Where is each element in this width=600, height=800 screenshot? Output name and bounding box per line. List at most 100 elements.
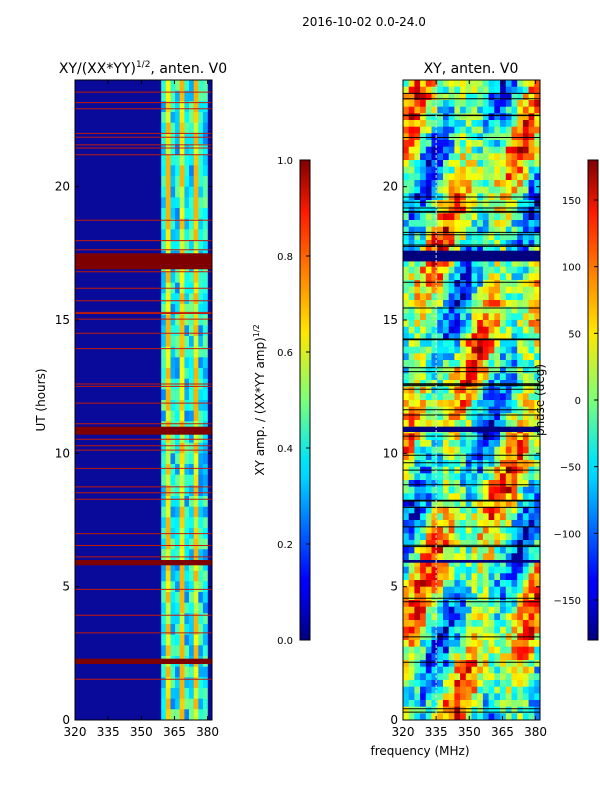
phase-cell [465, 286, 472, 294]
phase-cell [534, 613, 541, 621]
phase-cell [505, 293, 512, 301]
phase-cell [420, 540, 427, 547]
phase-cell [425, 680, 432, 687]
phase-cell [425, 613, 432, 621]
phase-cell [408, 133, 415, 141]
amp-cell [198, 453, 204, 465]
phase-cell [403, 640, 409, 647]
phase-cell [494, 346, 501, 354]
phase-cell [494, 706, 501, 714]
amp-cell [202, 272, 208, 283]
phase-cell [425, 86, 432, 94]
phase-cell [403, 106, 409, 114]
phase-cell [403, 220, 409, 227]
phase-cell [517, 420, 524, 427]
phase-cell [534, 706, 541, 714]
phase-cell [460, 473, 467, 481]
phase-cell [528, 473, 535, 481]
phase-cell [500, 226, 506, 234]
amp-cell [165, 336, 171, 347]
phase-cell [494, 533, 501, 541]
phase-cell [403, 360, 409, 367]
phase-cell [477, 506, 484, 514]
phase-cell [414, 420, 421, 427]
phase-cell [517, 366, 524, 374]
amp-cell [189, 304, 194, 315]
phase-cell [511, 200, 518, 207]
phase-cell [505, 693, 512, 701]
amp-cell [170, 400, 176, 411]
phase-cell [517, 393, 524, 401]
phase-cell [477, 420, 484, 427]
phase-cell [482, 526, 489, 534]
amp-cell [175, 346, 180, 358]
phase-cell [517, 620, 524, 627]
phase-cell [420, 373, 427, 381]
phase-cell [460, 153, 467, 161]
phase-cell [494, 540, 501, 547]
amp-cell [184, 122, 190, 134]
phase-cell [528, 106, 535, 114]
phase-cell [534, 606, 541, 614]
phase-cell [511, 706, 518, 714]
phase-cell [443, 386, 449, 394]
amp-cell [189, 581, 194, 593]
phase-cell [500, 700, 506, 707]
phase-cell [414, 433, 421, 441]
phase-cell [448, 160, 455, 167]
amp-cell [189, 176, 194, 187]
phase-cell [517, 233, 524, 241]
phase-cell [448, 700, 455, 707]
phase-cell [494, 353, 501, 361]
phase-cell [534, 500, 541, 507]
amp-cell [170, 496, 176, 507]
phase-cell [511, 413, 518, 421]
phase-cell [500, 206, 506, 214]
phase-cell [443, 513, 449, 521]
phase-cell [420, 453, 427, 461]
phase-cell [454, 493, 461, 501]
amp-cell [161, 325, 167, 337]
phase-cell [443, 620, 449, 627]
amp-cell [189, 357, 194, 369]
amp-cell [202, 496, 208, 507]
phase-cell [408, 173, 415, 181]
amp-cell [193, 336, 199, 347]
phase-cell [534, 220, 541, 227]
phase-cell [511, 260, 518, 267]
phase-cell [488, 93, 495, 101]
amp-cell [165, 133, 171, 145]
amp-cell [161, 410, 167, 422]
phase-cell [482, 326, 489, 334]
phase-cell [408, 140, 415, 147]
phase-cell [488, 313, 495, 321]
phase-cell [500, 613, 506, 621]
phase-cell [482, 340, 489, 347]
phase-cell [448, 153, 455, 161]
phase-cell [500, 220, 506, 227]
phase-cell [522, 620, 529, 627]
phase-cell [517, 293, 524, 301]
phase-cell [408, 480, 415, 487]
phase-cell [511, 400, 518, 407]
amp-cell [198, 581, 204, 593]
phase-cell [425, 273, 432, 281]
amp-cell [161, 581, 167, 593]
phase-cell [500, 666, 506, 674]
amp-cell [193, 464, 199, 475]
amp-cell [189, 570, 194, 582]
amp-cell [179, 293, 185, 305]
phase-cell [420, 146, 427, 154]
phase-cell [482, 646, 489, 654]
phase-cell [482, 260, 489, 267]
phase-cell [528, 260, 535, 267]
phase-cell [431, 133, 438, 141]
amp-cell [175, 432, 180, 443]
amp-cell [193, 538, 199, 550]
phase-cell [408, 673, 415, 681]
phase-cell [477, 373, 484, 381]
amp-cell [184, 688, 190, 699]
phase-cell [500, 260, 506, 267]
shared-x-axis-label: frequency (MHz) [370, 744, 469, 758]
amp-cell [170, 357, 176, 369]
